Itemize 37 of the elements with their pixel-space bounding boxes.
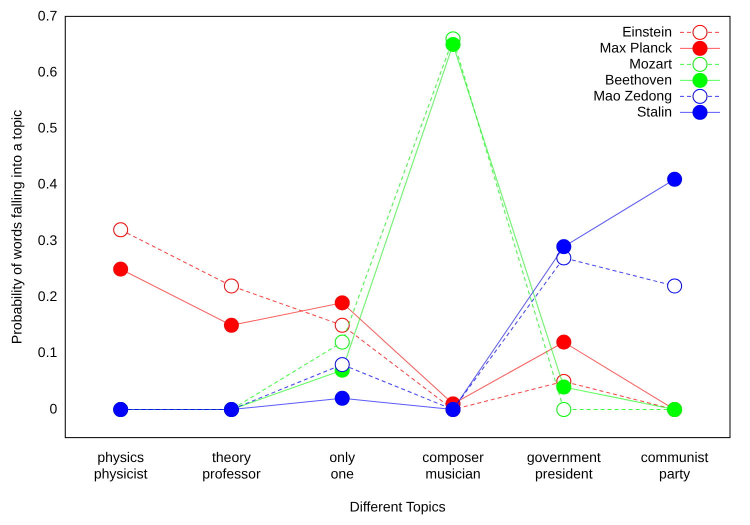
x-tick-label: communist party <box>640 448 709 482</box>
point <box>334 357 350 372</box>
point <box>556 239 572 254</box>
point <box>334 318 350 333</box>
point <box>446 36 461 52</box>
point <box>224 278 239 294</box>
y-tick-label: 0.3 <box>38 232 58 248</box>
point <box>334 334 350 350</box>
legend-label: Stalin <box>636 103 672 120</box>
point <box>667 172 682 187</box>
legend-label: Mao Zedong <box>593 87 672 104</box>
x-tick-label: physics physicist <box>94 448 148 482</box>
y-tick-label: 0.6 <box>38 63 58 80</box>
point <box>334 295 350 310</box>
point <box>113 222 128 238</box>
point <box>113 262 128 277</box>
x-tick-label: government president <box>526 448 601 482</box>
point <box>556 334 572 350</box>
y-axis-title: Probability of words falling into a topic <box>8 110 24 344</box>
point <box>556 380 572 395</box>
legend-label: Max Planck <box>600 39 673 56</box>
point <box>556 402 572 418</box>
x-tick-label: theory professor <box>202 448 261 482</box>
point <box>334 390 350 406</box>
x-axis-title: Different Topics <box>350 498 446 514</box>
y-tick-label: 0.5 <box>38 120 58 136</box>
legend-label: Mozart <box>629 55 672 72</box>
x-tick-label: only one <box>329 448 356 482</box>
y-tick-label: 0 <box>49 400 58 416</box>
point <box>224 318 239 333</box>
y-tick-label: 0.2 <box>38 288 58 304</box>
y-tick-label: 0.4 <box>38 176 58 192</box>
y-tick-label: 0.1 <box>38 344 58 360</box>
legend-label: Beethoven <box>605 71 672 88</box>
x-tick-label: composer musician <box>422 448 484 482</box>
legend-label: Einstein <box>622 23 672 40</box>
y-tick-label: 0.7 <box>38 7 58 24</box>
